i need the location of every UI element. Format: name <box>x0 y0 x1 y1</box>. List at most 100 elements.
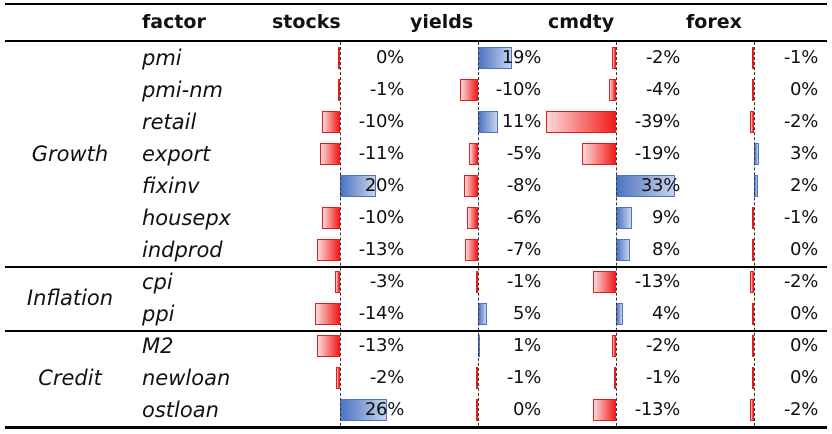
value-stocks: 26% <box>364 399 404 420</box>
bar-stocks <box>322 111 340 133</box>
header-forex: forex <box>686 11 742 33</box>
value-cmdty: 9% <box>652 207 680 228</box>
bar-cmdty <box>614 367 616 389</box>
value-forex: 3% <box>790 143 818 164</box>
value-cmdty: -1% <box>645 367 680 388</box>
value-stocks: -3% <box>369 271 404 292</box>
factor-label: pmi <box>142 46 182 70</box>
value-yields: 0% <box>513 399 541 420</box>
bar-forex <box>752 239 754 261</box>
group-separator <box>5 330 827 332</box>
bar-stocks <box>320 143 340 165</box>
factor-label: newloan <box>142 366 231 390</box>
value-cmdty: -13% <box>634 271 681 292</box>
bar-forex <box>752 335 754 357</box>
value-forex: 0% <box>790 335 818 356</box>
bar-forex <box>752 47 754 69</box>
bar-cmdty <box>592 399 616 421</box>
factor-label: pmi-nm <box>142 78 223 102</box>
value-yields: -10% <box>495 79 542 100</box>
bar-stocks <box>316 239 340 261</box>
bar-stocks <box>338 79 340 101</box>
value-cmdty: 8% <box>652 239 680 260</box>
header-cmdty: cmdty <box>548 11 615 33</box>
value-forex: 0% <box>790 79 818 100</box>
zero-axis-stocks <box>340 42 341 426</box>
header-stocks: stocks <box>272 11 341 33</box>
bar-yields <box>469 143 478 165</box>
value-stocks: -2% <box>369 367 404 388</box>
top-rule <box>5 3 827 5</box>
value-cmdty: -4% <box>645 79 680 100</box>
value-forex: 0% <box>790 367 818 388</box>
value-forex: -2% <box>783 399 818 420</box>
bar-cmdty <box>612 47 616 69</box>
bar-cmdty <box>592 271 616 293</box>
zero-axis-yields <box>478 42 479 426</box>
value-yields: 5% <box>513 303 541 324</box>
bar-yields <box>463 175 478 197</box>
value-forex: -2% <box>783 111 818 132</box>
value-forex: -2% <box>783 271 818 292</box>
factor-label: cpi <box>142 270 173 294</box>
bar-forex <box>752 207 754 229</box>
value-stocks: -11% <box>358 143 405 164</box>
value-cmdty: 4% <box>652 303 680 324</box>
header-yields: yields <box>410 11 474 33</box>
bar-stocks <box>322 207 340 229</box>
bar-forex <box>750 399 754 421</box>
value-yields: -7% <box>506 239 541 260</box>
value-yields: -5% <box>506 143 541 164</box>
value-cmdty: -39% <box>634 111 681 132</box>
bar-forex <box>750 111 754 133</box>
value-yields: 19% <box>501 47 541 68</box>
value-stocks: -14% <box>358 303 405 324</box>
bar-yields <box>476 271 478 293</box>
bar-cmdty <box>612 335 616 357</box>
bar-stocks <box>334 271 340 293</box>
value-yields: -1% <box>506 271 541 292</box>
bar-stocks <box>314 303 340 325</box>
value-forex: 2% <box>790 175 818 196</box>
value-stocks: -13% <box>358 335 405 356</box>
value-stocks: 0% <box>376 47 404 68</box>
value-cmdty: -13% <box>634 399 681 420</box>
group-label: Credit <box>38 366 102 390</box>
zero-axis-forex <box>754 42 755 426</box>
value-cmdty: 33% <box>640 175 680 196</box>
value-stocks: -10% <box>358 111 405 132</box>
group-label: Growth <box>31 142 109 166</box>
header-rule <box>5 40 827 42</box>
value-yields: -6% <box>506 207 541 228</box>
factor-label: export <box>142 142 211 166</box>
bar-stocks <box>338 47 340 69</box>
bar-forex <box>752 303 754 325</box>
bar-yields <box>476 367 478 389</box>
value-yields: 1% <box>513 335 541 356</box>
value-stocks: -1% <box>369 79 404 100</box>
factor-label: housepx <box>142 206 232 230</box>
group-label: Inflation <box>26 286 114 310</box>
bar-yields <box>467 207 478 229</box>
value-stocks: 20% <box>364 175 404 196</box>
bar-stocks <box>336 367 340 389</box>
value-yields: -8% <box>506 175 541 196</box>
bar-yields <box>460 79 478 101</box>
factor-label: M2 <box>142 334 174 358</box>
bar-yields <box>465 239 478 261</box>
bar-forex <box>752 367 754 389</box>
value-forex: 0% <box>790 239 818 260</box>
header-factor: factor <box>142 11 206 33</box>
bar-forex <box>752 79 754 101</box>
zero-axis-cmdty <box>616 42 617 426</box>
value-yields: 11% <box>501 111 541 132</box>
bottom-rule <box>5 426 827 429</box>
bar-cmdty <box>546 111 616 133</box>
value-stocks: -13% <box>358 239 405 260</box>
value-cmdty: -2% <box>645 47 680 68</box>
factor-label: ppi <box>142 302 175 326</box>
value-stocks: -10% <box>358 207 405 228</box>
group-separator <box>5 266 827 268</box>
value-yields: -1% <box>506 367 541 388</box>
value-forex: -1% <box>783 47 818 68</box>
